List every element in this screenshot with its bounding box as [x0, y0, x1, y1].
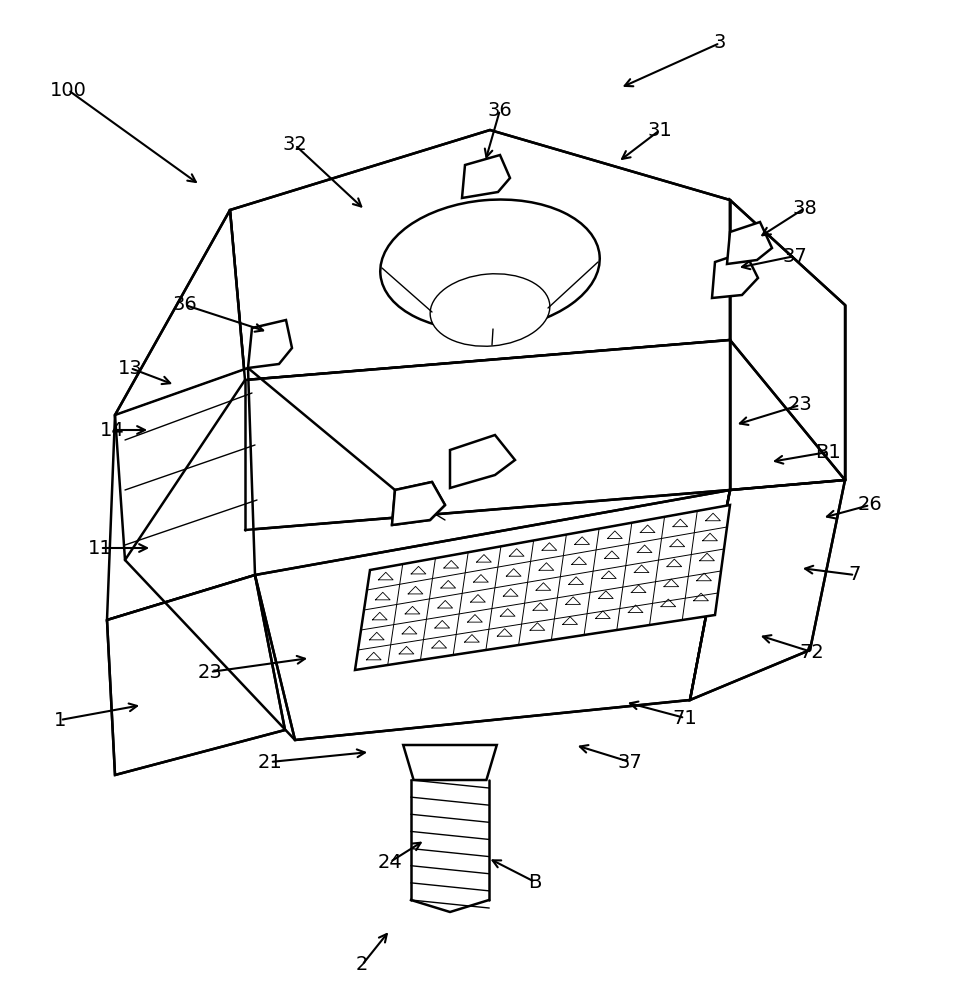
Polygon shape [712, 252, 758, 298]
Polygon shape [727, 222, 772, 264]
Text: B: B [528, 872, 542, 892]
Polygon shape [107, 368, 255, 620]
Polygon shape [730, 200, 845, 480]
Text: 1: 1 [54, 710, 66, 730]
Text: 11: 11 [88, 538, 112, 558]
Polygon shape [690, 480, 845, 700]
Text: 36: 36 [172, 296, 198, 314]
Polygon shape [248, 320, 292, 368]
Text: 37: 37 [782, 246, 808, 265]
Polygon shape [355, 505, 730, 670]
Ellipse shape [380, 200, 599, 330]
Text: B1: B1 [815, 442, 841, 462]
Text: 14: 14 [99, 420, 125, 440]
Polygon shape [115, 210, 245, 560]
Text: 2: 2 [356, 956, 368, 974]
Text: 7: 7 [848, 566, 861, 584]
Text: 21: 21 [258, 752, 282, 772]
Polygon shape [255, 490, 730, 740]
Polygon shape [450, 435, 515, 488]
Polygon shape [462, 155, 510, 198]
Text: 38: 38 [793, 198, 817, 218]
Text: 13: 13 [118, 359, 142, 377]
Text: 31: 31 [648, 120, 672, 139]
Text: 24: 24 [378, 852, 403, 871]
Polygon shape [392, 482, 445, 525]
Text: 72: 72 [800, 643, 824, 662]
Polygon shape [107, 575, 285, 775]
Text: 71: 71 [672, 708, 698, 728]
Text: 3: 3 [714, 33, 726, 52]
Polygon shape [403, 745, 497, 780]
Text: 100: 100 [50, 81, 87, 100]
Text: 36: 36 [487, 101, 513, 119]
Polygon shape [230, 130, 730, 380]
Polygon shape [245, 340, 730, 530]
Text: 26: 26 [857, 495, 883, 514]
Text: 32: 32 [282, 135, 307, 154]
Text: 23: 23 [198, 662, 223, 682]
Text: 37: 37 [618, 752, 642, 772]
Text: 23: 23 [787, 395, 812, 414]
Ellipse shape [430, 274, 550, 346]
